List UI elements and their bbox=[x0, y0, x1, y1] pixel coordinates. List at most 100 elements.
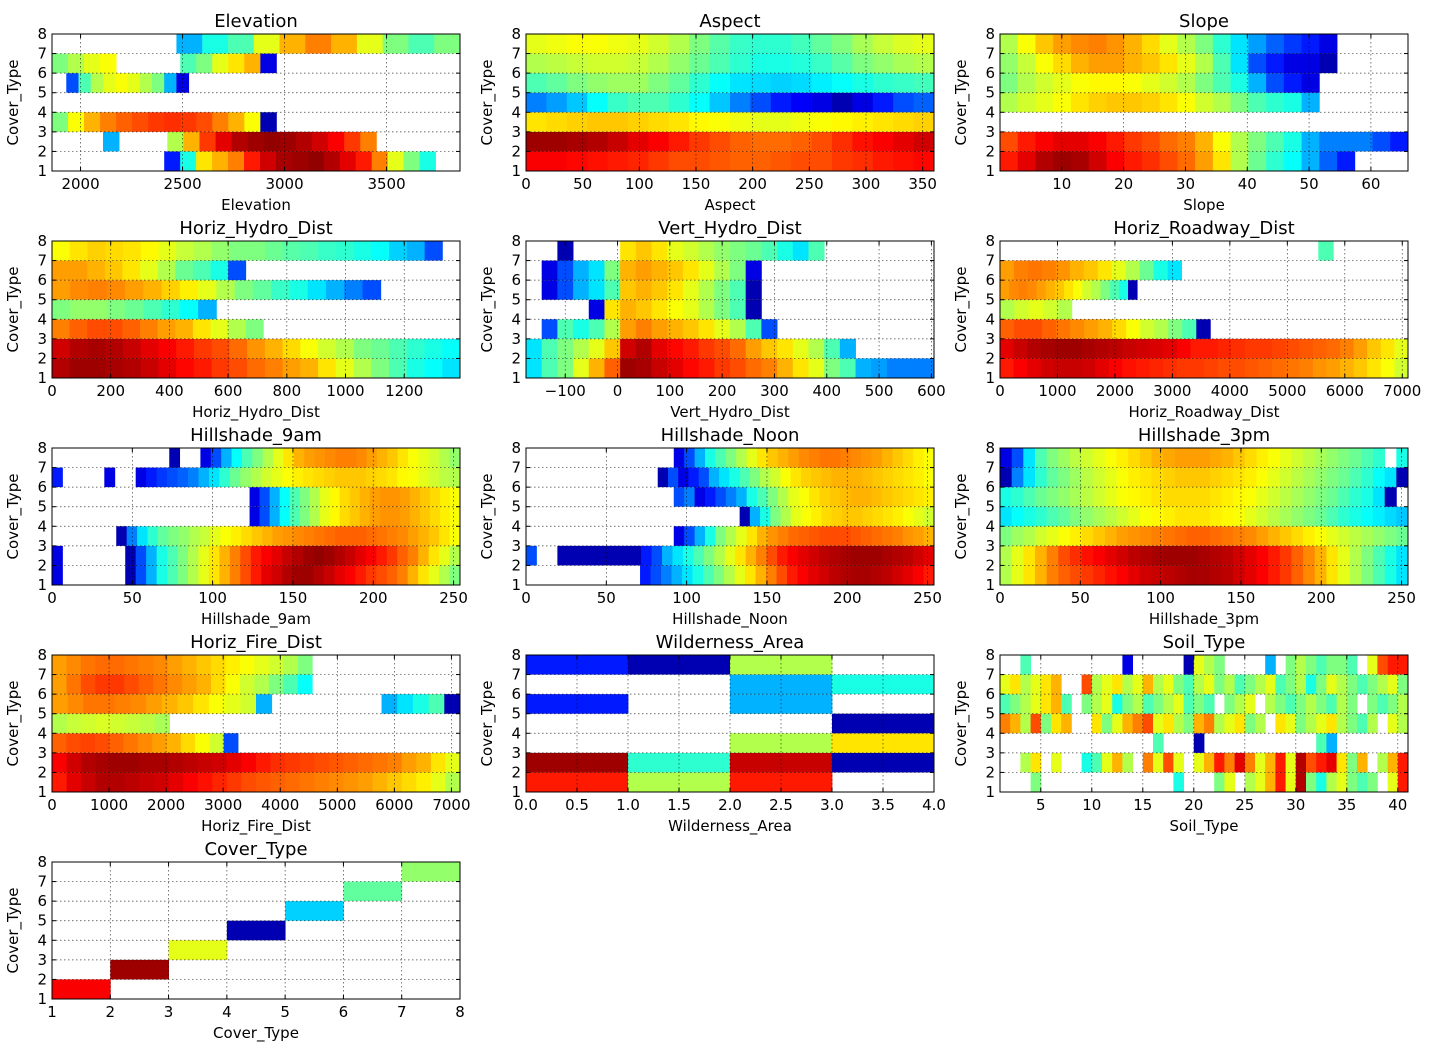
heatmap-cell bbox=[730, 752, 833, 773]
heatmap-cell bbox=[1230, 92, 1249, 113]
heatmap-cell bbox=[387, 448, 399, 468]
heatmap-cell bbox=[1283, 53, 1302, 74]
heatmap-cell bbox=[1017, 151, 1036, 171]
heatmap-cell bbox=[261, 467, 273, 488]
heatmap-cell bbox=[210, 319, 229, 339]
heatmap-cell bbox=[1069, 448, 1082, 468]
heatmap-cell bbox=[1314, 506, 1327, 527]
y-tick-label: 1 bbox=[511, 783, 521, 801]
x-tick-label: 1000 bbox=[1038, 382, 1076, 400]
heatmap-cell bbox=[197, 752, 213, 773]
heatmap-cell bbox=[260, 53, 277, 74]
y-tick-label: 3 bbox=[985, 330, 995, 348]
heatmap-cell bbox=[193, 241, 213, 261]
heatmap-cell bbox=[397, 448, 409, 468]
heatmap-cell bbox=[122, 338, 142, 359]
heatmap-cell bbox=[231, 448, 243, 468]
heatmap-cell bbox=[902, 358, 919, 378]
y-tick-label: 2 bbox=[37, 349, 47, 367]
heatmap-cell bbox=[526, 73, 547, 93]
heatmap-cell bbox=[309, 506, 321, 527]
heatmap-cell bbox=[344, 565, 356, 585]
y-axis-label: Cover_Type bbox=[4, 474, 23, 560]
heatmap-cell bbox=[1014, 299, 1030, 320]
heatmap-cell bbox=[1000, 713, 1011, 734]
heatmap-cell bbox=[546, 151, 568, 171]
x-tick-label: 2500 bbox=[163, 175, 201, 193]
heatmap-cell bbox=[1316, 674, 1327, 695]
heatmap-cell bbox=[770, 34, 792, 54]
heatmap-cell bbox=[730, 53, 751, 74]
heatmap-cell bbox=[179, 280, 199, 300]
heatmap-cell bbox=[1248, 92, 1267, 113]
heatmap-cell bbox=[271, 467, 283, 488]
heatmap-cell bbox=[1326, 338, 1341, 359]
heatmap-cell bbox=[313, 565, 325, 585]
heatmap-cell bbox=[52, 772, 67, 792]
x-tick-label: 50 bbox=[123, 589, 142, 607]
heatmap-cell bbox=[198, 299, 217, 320]
heatmap-cell bbox=[1141, 73, 1161, 93]
heatmap-cell bbox=[389, 338, 408, 359]
heatmap-cell bbox=[745, 280, 762, 300]
heatmap-cell bbox=[52, 752, 67, 773]
heatmap-cell bbox=[1234, 752, 1246, 773]
heatmap-cell bbox=[526, 358, 543, 378]
heatmap-cell bbox=[424, 358, 443, 378]
heatmap-cell bbox=[730, 260, 747, 281]
heatmap-cell bbox=[1128, 467, 1141, 488]
heatmap-cell bbox=[379, 487, 391, 507]
heatmap-cell bbox=[635, 338, 652, 359]
heatmap-cell bbox=[750, 112, 772, 132]
heatmap-cell bbox=[1198, 545, 1211, 566]
heatmap-cell bbox=[167, 565, 178, 585]
heatmap-cell bbox=[628, 151, 649, 171]
heatmap-cell bbox=[319, 506, 331, 527]
heatmap-cell bbox=[1163, 674, 1174, 695]
heatmap-cell bbox=[143, 280, 162, 300]
heatmap-cell bbox=[240, 467, 252, 488]
heatmap-cell bbox=[1266, 151, 1285, 171]
heatmap-cell bbox=[309, 487, 321, 507]
heatmap-cell bbox=[1153, 674, 1164, 695]
heatmap-cell bbox=[1256, 467, 1269, 488]
heatmap-cell bbox=[852, 73, 874, 93]
heatmap-cell bbox=[1279, 545, 1292, 566]
heatmap-cell bbox=[271, 280, 290, 300]
heatmap-cell bbox=[811, 92, 833, 113]
y-tick-label: 1 bbox=[37, 783, 47, 801]
heatmap-cell bbox=[1163, 694, 1174, 714]
heatmap-cell bbox=[811, 131, 833, 152]
heatmap-cell bbox=[821, 467, 833, 488]
subplot-wilderness-area: 0.0 0.5 1.0 1.5 2.0 2.5 3.0 3.5 4.012345678Wilde… bbox=[478, 632, 946, 836]
heatmap-cell bbox=[667, 280, 684, 300]
heatmap-cell bbox=[1084, 319, 1099, 339]
heatmap-cell bbox=[1337, 131, 1356, 152]
heatmap-cell bbox=[1234, 713, 1246, 734]
heatmap-cell bbox=[1312, 358, 1327, 378]
heatmap-cell bbox=[760, 506, 771, 527]
x-tick-label: 30 bbox=[1176, 175, 1195, 193]
heatmap-cell bbox=[168, 526, 180, 546]
heatmap-cell bbox=[84, 112, 101, 132]
x-tick-label: 7000 bbox=[1383, 382, 1421, 400]
heatmap-cell bbox=[1314, 545, 1327, 566]
y-axis-label: Cover_Type bbox=[952, 267, 971, 353]
heatmap-cell bbox=[271, 545, 283, 566]
heatmap-cell bbox=[153, 674, 169, 695]
heatmap-cell bbox=[566, 151, 588, 171]
heatmap-cell bbox=[192, 260, 211, 281]
heatmap-cell bbox=[755, 565, 767, 585]
heatmap-cell bbox=[264, 241, 284, 261]
heatmap-cell bbox=[99, 694, 116, 714]
x-axis-label: Aspect bbox=[705, 196, 756, 214]
x-tick-label: 15 bbox=[1133, 796, 1152, 814]
heatmap-cell bbox=[881, 545, 893, 566]
heatmap-cell bbox=[557, 338, 574, 359]
heatmap-cell bbox=[106, 280, 126, 300]
y-tick-label: 3 bbox=[511, 330, 521, 348]
heatmap-cell bbox=[1040, 694, 1052, 714]
heatmap-cell bbox=[289, 280, 309, 300]
heatmap-cell bbox=[1177, 151, 1196, 171]
heatmap-cell bbox=[355, 151, 373, 171]
